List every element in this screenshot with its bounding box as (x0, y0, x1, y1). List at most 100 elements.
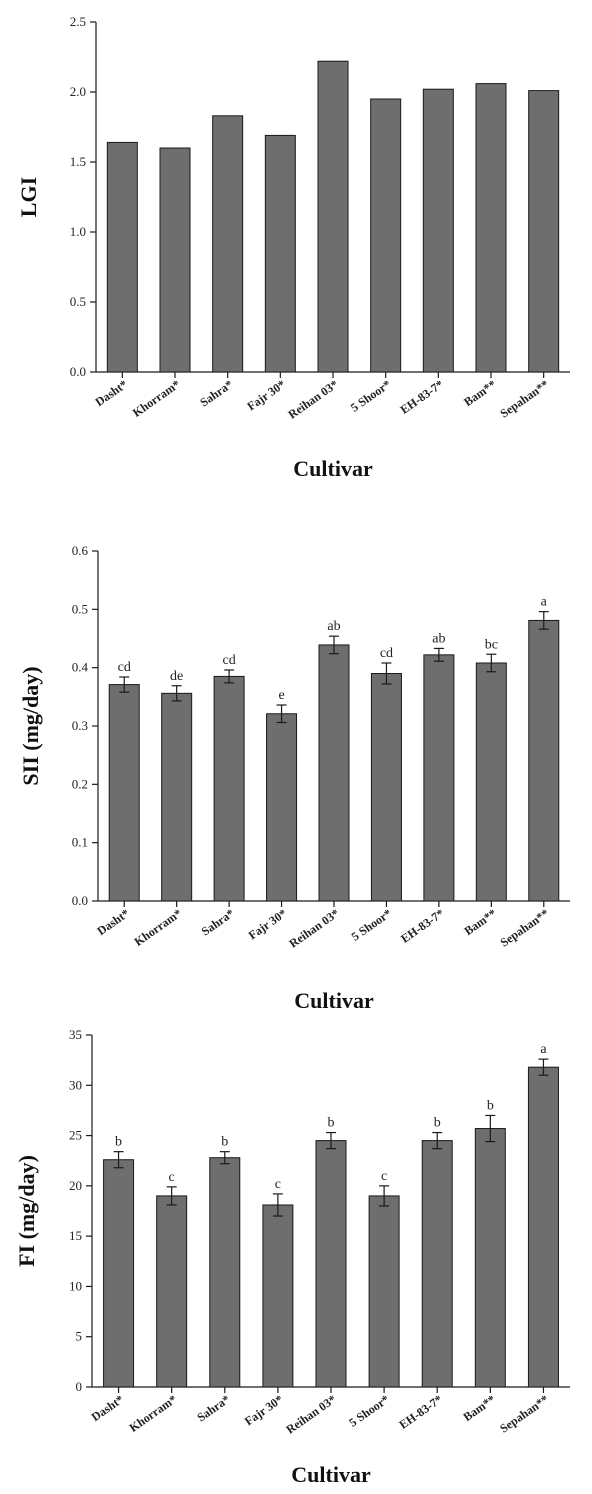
y-tick-label: 2.5 (70, 14, 86, 29)
y-tick-label: 25 (69, 1128, 82, 1143)
y-tick-label: 0.1 (72, 835, 88, 850)
x-tick-label: EH-83-7* (398, 906, 446, 946)
bar-5 (317, 60, 349, 373)
bar-3 (209, 1157, 241, 1388)
significance-label: b (434, 1116, 441, 1131)
significance-label: c (381, 1169, 387, 1184)
x-tick-label: 5 Shoor* (349, 906, 394, 944)
significance-label: a (540, 1042, 547, 1057)
bar-2 (161, 692, 193, 902)
significance-label: c (275, 1177, 281, 1192)
x-tick-label: Bam** (461, 1392, 499, 1424)
bar-3 (212, 115, 244, 373)
chart-3: 0 5 10 15 20 25 30 35 b Dasht* c Khorram* b Sahra* c Fa… (14, 1027, 570, 1487)
x-tick-label: Khorram* (127, 1392, 180, 1435)
significance-label: b (487, 1098, 494, 1113)
x-tick-label: Sepahan** (497, 377, 551, 421)
y-tick-label: 15 (69, 1228, 82, 1243)
y-tick-label: 0.3 (72, 718, 88, 733)
x-axis-title: Cultivar (294, 988, 374, 1013)
bar-1 (106, 141, 138, 373)
significance-label: cd (118, 660, 131, 675)
x-tick-label: Dasht* (89, 1392, 127, 1424)
bar-1 (103, 1159, 135, 1388)
y-tick-label: 5 (76, 1329, 83, 1344)
x-tick-label: Dasht* (94, 906, 132, 938)
x-tick-label: Fajr 30* (244, 377, 288, 413)
bar-5 (318, 644, 350, 902)
y-axis-title: LGI (16, 177, 41, 217)
x-tick-label: Dasht* (93, 377, 131, 409)
significance-label: e (278, 688, 284, 703)
y-tick-label: 20 (69, 1178, 82, 1193)
x-tick-label: 5 Shoor* (346, 1392, 391, 1430)
bar-1 (108, 684, 140, 902)
chart-1: 0.0 0.5 1.0 1.5 2.0 2.5 Dasht* Khorram* Sahra* Fa… (16, 14, 570, 481)
y-tick-label: 1.0 (70, 224, 86, 239)
bar-2 (156, 1195, 188, 1388)
bar-7 (421, 1140, 453, 1388)
bar-4 (264, 134, 296, 373)
y-tick-label: 30 (69, 1077, 82, 1092)
significance-label: a (541, 595, 548, 610)
y-tick-label: 35 (69, 1027, 82, 1042)
bar-5 (315, 1140, 347, 1388)
y-tick-label: 0 (76, 1379, 83, 1394)
x-tick-label: Sahra* (194, 1392, 232, 1425)
x-tick-label: Sahra* (197, 377, 235, 410)
x-tick-label: Reihan 03* (283, 1392, 338, 1437)
bar-4 (266, 713, 298, 902)
x-tick-label: Sepahan** (498, 906, 552, 950)
y-axis-title: FI (mg/day) (14, 1155, 39, 1267)
significance-label: ab (327, 619, 340, 634)
x-axis-title: Cultivar (291, 1462, 371, 1487)
x-tick-label: Fajr 30* (242, 1392, 286, 1428)
significance-label: c (169, 1170, 175, 1185)
x-tick-label: Khorram* (130, 377, 183, 420)
x-tick-label: 5 Shoor* (348, 377, 393, 415)
bar-8 (474, 1128, 506, 1388)
x-tick-label: Bam** (462, 906, 500, 938)
x-tick-label: Khorram* (132, 906, 185, 949)
y-tick-label: 0.5 (72, 601, 88, 616)
significance-label: de (170, 669, 183, 684)
y-tick-label: 0.6 (72, 543, 89, 558)
significance-label: b (221, 1135, 228, 1150)
chart-2: 0.0 0.1 0.2 0.3 0.4 0.5 0.6 cd Dasht* de Khorram* c… (18, 543, 570, 1013)
bar-2 (159, 147, 191, 373)
y-axis-title: SII (mg/day) (18, 666, 43, 785)
bar-9 (528, 619, 560, 902)
x-tick-label: Reihan 03* (286, 906, 341, 951)
x-axis-title: Cultivar (293, 456, 373, 481)
significance-label: bc (485, 637, 498, 652)
x-tick-label: Bam** (461, 377, 499, 409)
x-tick-label: Reihan 03* (285, 377, 340, 422)
bar-7 (422, 88, 454, 373)
x-tick-label: Sepahan** (497, 1392, 551, 1436)
bar-6 (370, 673, 402, 902)
y-tick-label: 10 (69, 1278, 82, 1293)
y-tick-label: 0.0 (72, 893, 88, 908)
significance-label: ab (432, 631, 445, 646)
x-tick-label: EH-83-7* (396, 1392, 444, 1432)
bar-6 (370, 98, 402, 373)
y-tick-label: 0.5 (70, 294, 86, 309)
bar-7 (423, 654, 455, 902)
bar-9 (527, 1066, 559, 1388)
significance-label: cd (223, 653, 236, 668)
y-tick-label: 0.2 (72, 776, 88, 791)
bar-6 (368, 1195, 400, 1388)
bar-9 (528, 90, 560, 373)
y-tick-label: 0.4 (72, 660, 89, 675)
x-tick-label: Fajr 30* (246, 906, 290, 942)
significance-label: b (115, 1135, 122, 1150)
bar-4 (262, 1204, 294, 1388)
significance-label: b (328, 1116, 335, 1131)
bar-8 (475, 662, 507, 902)
bar-3 (213, 675, 245, 902)
significance-label: cd (380, 646, 393, 661)
y-tick-label: 0.0 (70, 364, 86, 379)
y-tick-label: 2.0 (70, 84, 86, 99)
x-tick-label: EH-83-7* (398, 377, 446, 417)
